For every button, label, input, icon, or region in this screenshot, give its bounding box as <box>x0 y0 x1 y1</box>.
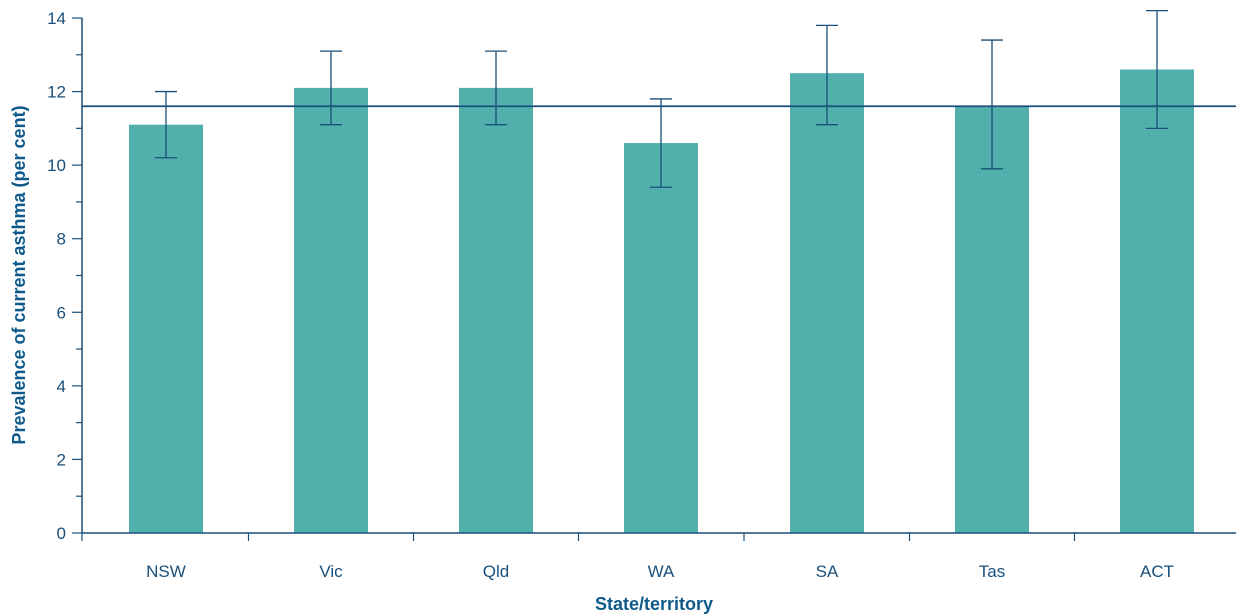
y-tick-label-12: 12 <box>47 83 66 102</box>
bar-act <box>1120 69 1194 533</box>
x-tick-label-qld: Qld <box>483 562 509 581</box>
x-tick-label-nsw: NSW <box>146 562 186 581</box>
bar-nsw <box>129 124 203 533</box>
bar-tas <box>955 106 1029 534</box>
x-tick-label-vic: Vic <box>319 562 343 581</box>
y-tick-label-8: 8 <box>57 230 66 249</box>
x-tick-label-tas: Tas <box>979 562 1005 581</box>
bar-qld <box>459 87 533 534</box>
x-tick-label-act: ACT <box>1140 562 1174 581</box>
labels-layer: NSW Vic Qld WA SA Tas ACT 0 2 4 6 8 10 12 14 <box>47 9 1174 581</box>
y-tick-label-6: 6 <box>57 303 66 322</box>
bar-wa <box>624 143 698 534</box>
x-tick-label-sa: SA <box>816 562 839 581</box>
y-tick-label-0: 0 <box>57 524 66 543</box>
x-tick-label-wa: WA <box>648 562 675 581</box>
y-tick-label-2: 2 <box>57 450 66 469</box>
y-tick-label-10: 10 <box>47 156 66 175</box>
error-bars-layer <box>155 9 1168 188</box>
bar-vic <box>294 87 368 534</box>
x-axis-title: State/territory <box>595 594 713 614</box>
bar-sa <box>790 73 864 533</box>
axes-layer <box>72 17 1236 541</box>
bars-layer <box>129 69 1194 534</box>
y-tick-label-14: 14 <box>47 9 66 28</box>
y-tick-label-4: 4 <box>57 377 66 396</box>
y-axis-title: Prevalence of current asthma (per cent) <box>9 105 29 444</box>
